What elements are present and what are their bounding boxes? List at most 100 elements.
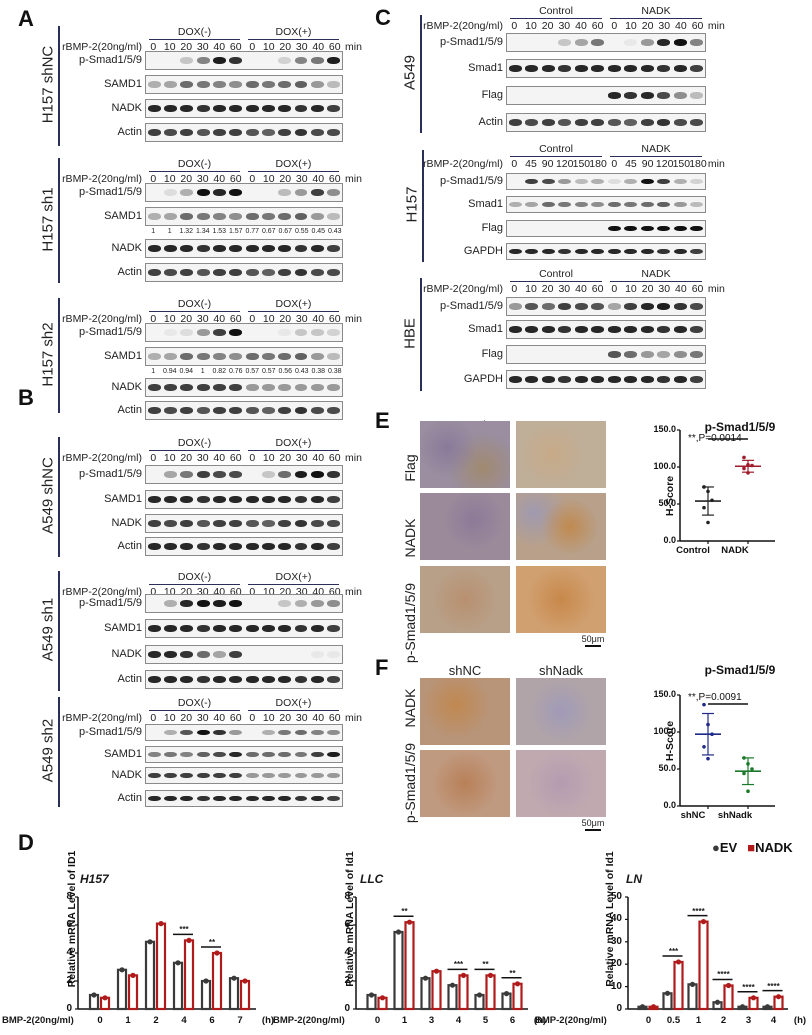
blot-band bbox=[656, 114, 673, 131]
blot-band bbox=[244, 768, 260, 783]
blot-band bbox=[573, 197, 590, 212]
blot-band bbox=[623, 60, 640, 77]
chart-f-ytick: 0.0 bbox=[663, 800, 676, 810]
blot-band bbox=[623, 34, 640, 51]
blot-band bbox=[590, 60, 607, 77]
group-header: DOX(+) bbox=[275, 571, 312, 583]
blot-band bbox=[228, 747, 244, 762]
blot-band bbox=[146, 100, 162, 117]
group-underline bbox=[510, 281, 602, 282]
blot-band bbox=[557, 174, 574, 189]
blot-strip bbox=[145, 645, 343, 664]
blot-band bbox=[606, 371, 623, 388]
group-header: DOX(+) bbox=[275, 437, 312, 449]
group-underline bbox=[149, 450, 240, 451]
blot-band bbox=[689, 321, 706, 338]
blot-band bbox=[211, 208, 227, 225]
blot-band bbox=[277, 538, 293, 555]
blot-band bbox=[277, 747, 293, 762]
blot-band bbox=[244, 620, 260, 637]
blot-band bbox=[293, 402, 309, 419]
blot-band bbox=[309, 515, 325, 532]
blot-band bbox=[606, 174, 623, 189]
blot-band bbox=[639, 114, 656, 131]
blot-band bbox=[146, 538, 162, 555]
blot-band bbox=[179, 466, 195, 483]
blot-band bbox=[326, 725, 342, 740]
blot-band bbox=[507, 321, 524, 338]
group-underline bbox=[248, 584, 339, 585]
blot-band bbox=[309, 747, 325, 762]
blot-band bbox=[656, 346, 673, 363]
bar-chart-xtick: 2 bbox=[720, 1015, 727, 1026]
blot-band bbox=[260, 620, 276, 637]
blot-band bbox=[672, 298, 689, 315]
blot-band bbox=[540, 114, 557, 131]
blot-band bbox=[557, 298, 574, 315]
group-underline bbox=[248, 450, 339, 451]
blot-band bbox=[162, 264, 178, 281]
blot-band bbox=[211, 402, 227, 419]
blot-band bbox=[277, 768, 293, 783]
blot-band bbox=[228, 466, 244, 483]
blot-band bbox=[162, 768, 178, 783]
blot-band bbox=[309, 52, 325, 69]
blot-row-label: SAMD1 bbox=[104, 209, 142, 222]
blot-band bbox=[293, 620, 309, 637]
blot-row-label: p-Smad1/5/9 bbox=[79, 325, 142, 338]
blot-band bbox=[211, 379, 227, 396]
blot-strip bbox=[145, 514, 343, 533]
time-points-row: rBMP-2(20ng/ml) 0 10 20 30 40 60 0 10 20 30 40 60 min bbox=[62, 41, 362, 53]
blot-band bbox=[573, 244, 590, 259]
ihc-image-nadk-nadk bbox=[516, 493, 606, 560]
blot-band bbox=[326, 184, 342, 201]
blot-band bbox=[524, 244, 541, 259]
blot-band bbox=[244, 491, 260, 508]
blot-band bbox=[277, 791, 293, 806]
blot-band bbox=[524, 114, 541, 131]
blot-band bbox=[557, 244, 574, 259]
ihc-image-control-psmad bbox=[420, 566, 510, 633]
blot-band bbox=[639, 221, 656, 236]
bar-chart-xtick: 2 bbox=[153, 1015, 159, 1026]
blot-band bbox=[293, 725, 309, 740]
blot-band bbox=[689, 60, 706, 77]
blot-band bbox=[277, 725, 293, 740]
blot-band bbox=[293, 124, 309, 141]
blot-band bbox=[244, 791, 260, 806]
blot-band bbox=[195, 100, 211, 117]
chart-e-xtick: NADK bbox=[721, 545, 749, 556]
blot-band bbox=[293, 100, 309, 117]
blot-band bbox=[309, 124, 325, 141]
blot-band bbox=[228, 791, 244, 806]
blot-band bbox=[590, 321, 607, 338]
blot-band bbox=[293, 671, 309, 688]
blot-row-label: SAMD1 bbox=[104, 349, 142, 362]
blot-band bbox=[179, 348, 195, 365]
blot-band bbox=[656, 87, 673, 104]
bar-chart-xtick: 7 bbox=[237, 1015, 243, 1026]
blot-band bbox=[326, 646, 342, 663]
blot-band bbox=[326, 768, 342, 783]
blot-band bbox=[260, 379, 276, 396]
blot-band bbox=[326, 76, 342, 93]
blot-row-label: p-Smad1/5/9 bbox=[79, 725, 142, 738]
group-underline bbox=[610, 281, 702, 282]
blot-band bbox=[557, 321, 574, 338]
blot-band bbox=[228, 52, 244, 69]
blot-band bbox=[162, 240, 178, 257]
blot-band bbox=[689, 346, 706, 363]
ihc-image-shnadk-nadk bbox=[516, 678, 606, 745]
group-header: DOX(+) bbox=[275, 158, 312, 170]
blot-band bbox=[260, 100, 276, 117]
bar-chart-xtick: 0.5 bbox=[666, 1015, 681, 1026]
blot-band bbox=[656, 197, 673, 212]
blot-row-label: Actin bbox=[117, 539, 142, 552]
blot-band bbox=[211, 671, 227, 688]
blot-band bbox=[293, 491, 309, 508]
blot-band bbox=[507, 298, 524, 315]
blot-band bbox=[639, 197, 656, 212]
blot-band bbox=[211, 52, 227, 69]
bar-chart-xtick: 0 bbox=[97, 1015, 103, 1026]
